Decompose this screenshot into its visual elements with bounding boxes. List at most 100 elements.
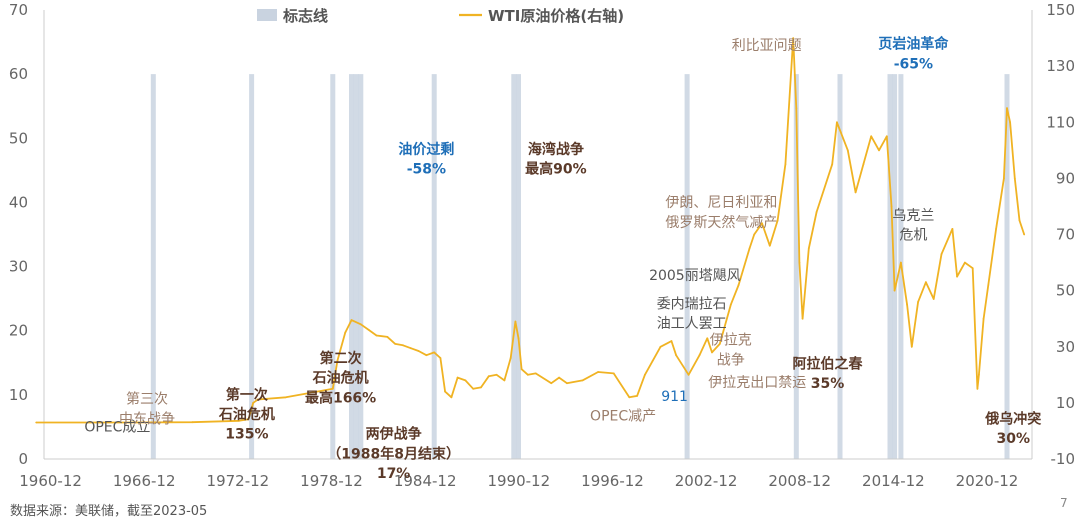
series-point-0-95 bbox=[987, 284, 990, 286]
x-tick-3: 1978-12 bbox=[300, 472, 363, 490]
series-point-0-96 bbox=[995, 228, 997, 230]
series-point-0-102 bbox=[1023, 233, 1026, 236]
series-point-0-58 bbox=[737, 284, 740, 286]
annotation-27: 页岩油革命 bbox=[878, 36, 949, 53]
marker-bar-2 bbox=[330, 74, 336, 459]
series-point-0-19 bbox=[409, 347, 412, 350]
source-note: 数据来源：美联储，截至2023-05 bbox=[10, 504, 207, 519]
series-point-0-74 bbox=[854, 191, 857, 194]
series-point-0-52 bbox=[687, 373, 690, 376]
annotation-8: 最高166% bbox=[305, 389, 376, 406]
series-point-0-16 bbox=[386, 336, 389, 338]
series-point-0-34 bbox=[514, 320, 517, 323]
annotation-10: （1988年8月结束） bbox=[327, 445, 460, 462]
series-point-0-4 bbox=[247, 418, 250, 421]
marker-bar-4 bbox=[353, 74, 359, 459]
annotation-1: 第三次 bbox=[126, 391, 168, 408]
x-tick-10: 2020-12 bbox=[956, 472, 1019, 490]
series-point-0-5 bbox=[252, 402, 255, 404]
marker-bar-3 bbox=[349, 74, 354, 459]
series-point-0-64 bbox=[784, 163, 787, 166]
series-point-0-30 bbox=[487, 375, 490, 378]
series-point-0-18 bbox=[402, 344, 404, 347]
annotation-30: 危机 bbox=[899, 228, 927, 244]
annotation-23: 战争 bbox=[717, 352, 745, 368]
series-point-0-29 bbox=[480, 386, 482, 389]
y-right-tick-5: 90 bbox=[1056, 169, 1075, 187]
y-left-tick-1: 10 bbox=[9, 386, 28, 404]
annotation-14: 海湾战争 bbox=[528, 141, 584, 158]
series-point-0-28 bbox=[472, 387, 475, 390]
annotation-25: 伊拉克出口禁运 bbox=[708, 375, 806, 391]
annotation-11: 17% bbox=[377, 466, 411, 482]
series-point-0-98 bbox=[1006, 107, 1008, 110]
y-right-tick-4: 70 bbox=[1056, 226, 1075, 244]
x-tick-8: 2008-12 bbox=[768, 472, 831, 490]
series-point-0-70 bbox=[815, 211, 818, 213]
y-right-ticks: -10 10 30 50 70 90 110 130 150 bbox=[1046, 1, 1075, 468]
series-point-0-6 bbox=[256, 398, 259, 401]
series-point-0-3 bbox=[238, 419, 241, 422]
y-right-tick-2: 30 bbox=[1056, 338, 1075, 356]
series-point-0-39 bbox=[550, 382, 553, 385]
y-right-tick-3: 50 bbox=[1056, 282, 1075, 300]
annotation-6: 第二次 bbox=[320, 350, 362, 367]
series-point-0-68 bbox=[801, 317, 804, 320]
series-point-0-99 bbox=[1009, 121, 1011, 124]
series-point-0-92 bbox=[976, 387, 979, 390]
annotation-4: 石油危机 bbox=[218, 406, 275, 423]
series-point-0-85 bbox=[925, 281, 927, 284]
series-point-0-41 bbox=[566, 382, 568, 385]
annotation-9: 两伊战争 bbox=[366, 426, 422, 443]
series-point-0-45 bbox=[628, 396, 631, 399]
series-point-0-0 bbox=[35, 421, 38, 424]
series-point-0-62 bbox=[768, 244, 771, 247]
annotation-16: OPEC减产 bbox=[590, 409, 656, 425]
series-point-0-35 bbox=[517, 337, 520, 340]
series-point-0-11 bbox=[344, 331, 347, 334]
series-point-0-43 bbox=[597, 371, 599, 373]
series-point-0-78 bbox=[885, 135, 888, 138]
series-point-0-12 bbox=[350, 319, 353, 321]
series-point-0-13 bbox=[359, 323, 362, 326]
series-point-0-26 bbox=[456, 376, 459, 379]
series-point-0-91 bbox=[971, 267, 974, 270]
series-point-0-97 bbox=[1003, 177, 1005, 180]
series-point-0-73 bbox=[846, 149, 849, 152]
marker-bar-12 bbox=[887, 74, 893, 459]
series-point-0-86 bbox=[932, 298, 935, 300]
annotation-13: -58% bbox=[407, 162, 446, 178]
annotation-21: 油工人罢工 bbox=[657, 316, 727, 332]
annotation-31: 阿拉伯之春 bbox=[793, 356, 864, 373]
x-tick-1: 1966-12 bbox=[113, 472, 176, 490]
series-point-0-55 bbox=[711, 351, 713, 354]
x-tick-4: 1984-12 bbox=[394, 472, 457, 490]
series-point-0-72 bbox=[836, 121, 838, 124]
series-point-0-80 bbox=[893, 289, 896, 292]
series-point-0-44 bbox=[612, 372, 615, 375]
series-point-0-77 bbox=[878, 149, 880, 152]
series-point-0-100 bbox=[1013, 177, 1016, 180]
series-point-0-89 bbox=[956, 275, 958, 278]
series-point-0-83 bbox=[910, 345, 913, 348]
series-point-0-71 bbox=[831, 163, 834, 166]
series-point-0-46 bbox=[636, 395, 638, 397]
annotation-34: 30% bbox=[997, 431, 1031, 447]
annotation-33: 俄乌冲突 bbox=[984, 410, 1041, 427]
series-point-0-40 bbox=[558, 376, 560, 379]
annotation-18: 俄罗斯天然气减产 bbox=[665, 214, 777, 231]
y-left-tick-7: 70 bbox=[9, 1, 28, 19]
series-point-0-67 bbox=[798, 261, 801, 264]
y-left-tick-6: 60 bbox=[9, 65, 28, 83]
series-point-0-84 bbox=[917, 301, 919, 303]
annotation-2: 中东战争 bbox=[119, 411, 175, 427]
y-left-tick-5: 50 bbox=[9, 129, 28, 147]
series-point-0-21 bbox=[425, 354, 428, 357]
y-right-tick-1: 10 bbox=[1056, 394, 1075, 412]
annotation-3: 第一次 bbox=[226, 387, 268, 404]
series-point-0-82 bbox=[906, 303, 908, 306]
annotation-28: -65% bbox=[894, 56, 933, 72]
series-point-0-59 bbox=[748, 247, 751, 250]
series-point-0-27 bbox=[464, 379, 467, 382]
annotation-22: 伊拉克 bbox=[710, 333, 752, 349]
